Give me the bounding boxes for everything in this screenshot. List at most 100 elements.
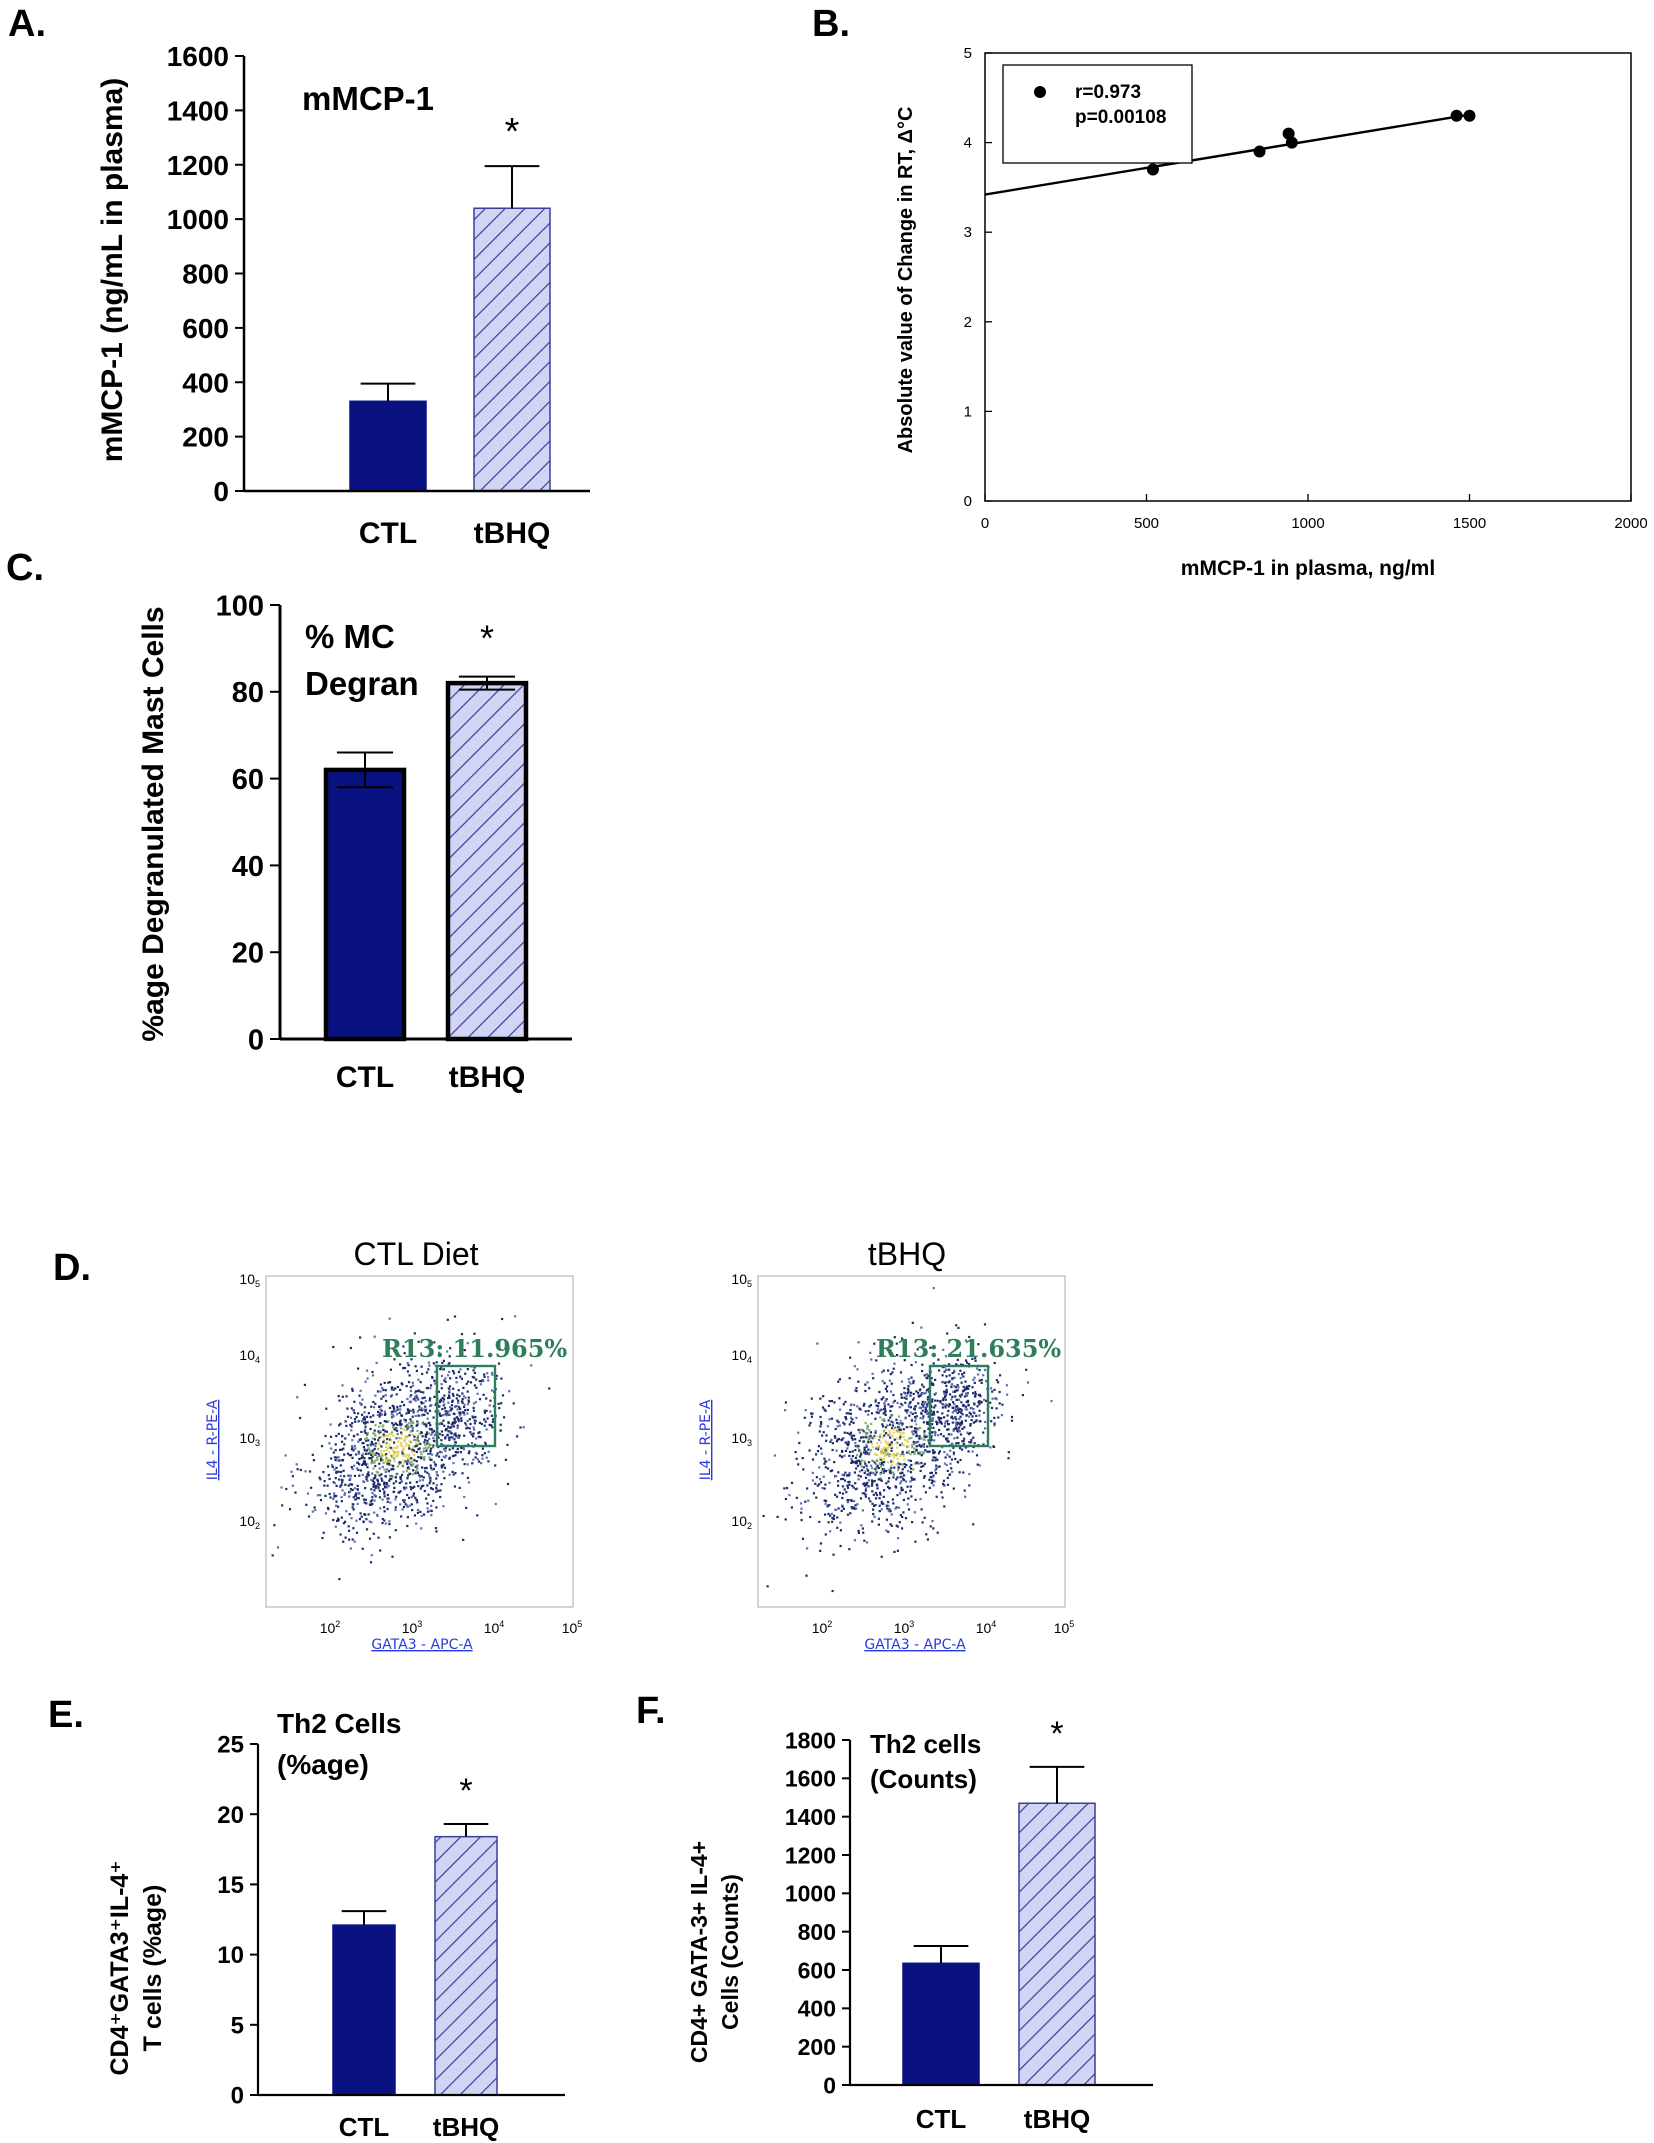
event-dot (887, 1369, 890, 1372)
event-dot (416, 1472, 420, 1475)
event-dot (402, 1345, 405, 1348)
event-dot (429, 1387, 432, 1390)
event-dot (299, 1468, 302, 1472)
event-dot (888, 1443, 891, 1446)
event-dot (799, 1502, 803, 1505)
event-dot (820, 1447, 823, 1450)
event-dot (483, 1452, 486, 1455)
event-dot (824, 1499, 828, 1503)
event-dot (831, 1520, 834, 1523)
event-dot (827, 1521, 830, 1524)
event-dot (399, 1424, 402, 1427)
panel-e-bars: * (332, 1772, 498, 2096)
event-dot (435, 1530, 438, 1533)
event-dot (899, 1514, 902, 1517)
event-dot (909, 1480, 912, 1483)
event-dot (438, 1399, 442, 1402)
event-dot (381, 1518, 384, 1521)
event-dot (414, 1414, 417, 1417)
event-dot (870, 1436, 873, 1439)
event-dot (340, 1500, 343, 1503)
event-dot (931, 1449, 935, 1452)
event-dot (882, 1463, 885, 1467)
event-dot (929, 1525, 932, 1528)
event-dot (883, 1434, 886, 1437)
event-dot (914, 1415, 917, 1419)
event-dot (964, 1339, 967, 1342)
event-dot (379, 1430, 382, 1433)
event-dot (415, 1481, 418, 1484)
event-dot (918, 1406, 921, 1409)
event-dot (522, 1426, 525, 1429)
event-dot (938, 1369, 941, 1372)
event-dot (379, 1412, 382, 1415)
event-dot (402, 1499, 405, 1502)
event-dot (873, 1436, 876, 1440)
event-dot (456, 1408, 459, 1411)
event-dot (295, 1463, 298, 1466)
event-dot (380, 1452, 383, 1455)
event-dot (431, 1488, 434, 1491)
event-dot (917, 1395, 921, 1398)
event-dot (963, 1426, 966, 1429)
event-dot (889, 1468, 892, 1471)
event-dot (843, 1479, 847, 1482)
event-dot (478, 1398, 482, 1401)
event-dot (966, 1394, 969, 1397)
event-dot (354, 1498, 357, 1501)
event-dot (875, 1471, 878, 1474)
event-dot (856, 1464, 859, 1467)
event-dot (946, 1469, 949, 1472)
event-dot (427, 1446, 430, 1449)
event-dot (874, 1398, 877, 1401)
event-dot (898, 1428, 901, 1431)
event-dot (1000, 1414, 1003, 1417)
event-dot (447, 1410, 450, 1413)
event-dot (469, 1422, 472, 1426)
event-dot (296, 1396, 299, 1399)
event-dot (402, 1404, 406, 1407)
event-dot (938, 1450, 941, 1453)
event-dot (465, 1506, 468, 1509)
event-dot (863, 1471, 866, 1475)
event-dot (344, 1437, 347, 1440)
event-dot (1010, 1419, 1014, 1422)
event-dot (423, 1408, 426, 1411)
event-dot (355, 1492, 358, 1495)
event-dot (342, 1469, 345, 1472)
event-dot (366, 1449, 369, 1452)
event-dot (865, 1451, 869, 1454)
panel-c: C. % MC Degran %age Degranulated Mast Ce… (6, 547, 572, 1094)
event-dot (448, 1473, 451, 1476)
event-dot (861, 1492, 864, 1495)
event-dot (909, 1489, 912, 1492)
event-dot (435, 1361, 438, 1364)
event-dot (917, 1440, 920, 1443)
event-dot (383, 1429, 386, 1432)
event-dot (408, 1439, 411, 1443)
event-dot (339, 1448, 342, 1451)
event-dot (850, 1457, 853, 1460)
event-dot (951, 1377, 954, 1380)
event-dot (472, 1435, 475, 1438)
event-dot (466, 1368, 469, 1371)
event-dot (416, 1423, 419, 1426)
panel-e-letter: E. (48, 1694, 84, 1736)
flow-plot-tbhq-xlabel: GATA3 - APC-A (864, 1637, 966, 1653)
event-dot (953, 1416, 956, 1420)
bar-tbhq (473, 207, 551, 492)
event-dot (368, 1520, 371, 1523)
panel-c-bars: * (323, 618, 529, 1042)
event-dot (881, 1448, 884, 1451)
event-dot (380, 1450, 383, 1453)
event-dot (933, 1406, 936, 1409)
event-dot (836, 1438, 839, 1441)
event-dot (445, 1414, 448, 1417)
event-dot (835, 1440, 838, 1443)
event-dot (419, 1487, 422, 1490)
event-dot (924, 1408, 927, 1411)
event-dot (921, 1409, 924, 1412)
panel-b-legend-r: r=0.973 (1075, 82, 1141, 103)
event-dot (941, 1412, 944, 1415)
y-tick-label: 400 (798, 1996, 836, 2022)
